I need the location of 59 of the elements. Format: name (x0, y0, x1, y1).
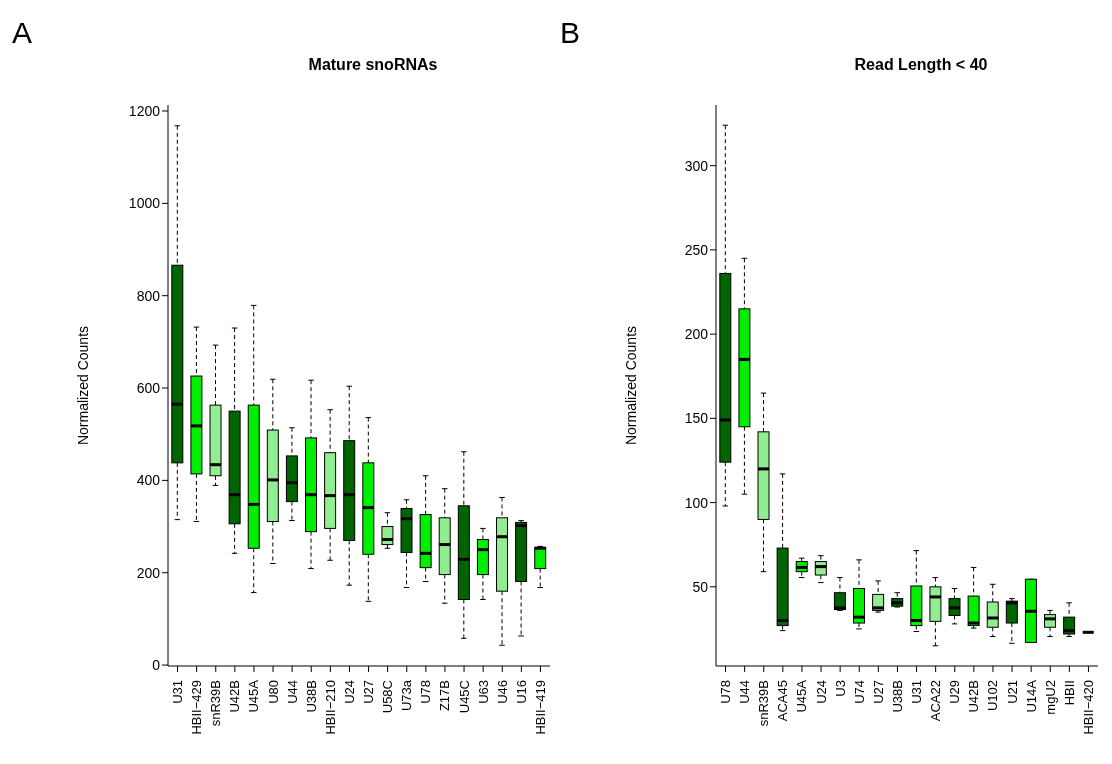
x-tick-label: snR39B (756, 680, 772, 727)
x-tick-label: ACA45 (775, 680, 791, 722)
x-tick-label: U46 (494, 680, 510, 704)
y-tick-label: 300 (684, 157, 709, 174)
x-tick-label: U58C (380, 680, 396, 714)
y-tick-label: 1200 (128, 102, 161, 119)
y-axis-title: Normalized Counts (74, 325, 91, 446)
x-tick-label: U24 (341, 680, 357, 704)
x-tick-label: U78 (418, 680, 434, 704)
y-axis-title: Normalized Counts (622, 325, 639, 446)
x-tick-label: U45A (794, 679, 810, 713)
x-tick-label: U27 (361, 680, 377, 704)
x-tick-label: U44 (737, 680, 753, 704)
x-tick-label: U27 (870, 680, 886, 704)
y-tick-label: 200 (684, 326, 709, 343)
x-tick-label: HBII−419 (532, 680, 548, 735)
chart-title: Read Length < 40 (853, 56, 989, 74)
y-tick-label: 250 (684, 241, 709, 258)
x-tick-label: Z17B (437, 680, 453, 712)
x-tick-label: HBII−429 (189, 680, 205, 735)
y-tick-label: 0 (152, 657, 161, 674)
x-tick-label: U73a (399, 679, 415, 712)
y-tick-label: 200 (136, 564, 161, 581)
x-tick-label: HBII−420 (1080, 680, 1096, 735)
x-tick-label: U45C (456, 680, 472, 714)
x-tick-label: U38B (889, 680, 905, 713)
y-tick-label: 800 (136, 287, 161, 304)
x-tick-label: U80 (265, 680, 281, 704)
y-tick-label: 600 (136, 380, 161, 397)
chart-title: Mature snoRNAs (307, 56, 439, 74)
x-tick-label: mgU2 (1042, 680, 1058, 715)
x-tick-label: U3 (832, 680, 848, 697)
x-tick-label: U74 (851, 680, 867, 704)
x-tick-label: snR39B (208, 680, 224, 727)
x-tick-label: U24 (813, 680, 829, 704)
x-tick-label: U42B (227, 680, 243, 713)
x-tick-label: U29 (947, 680, 963, 704)
x-tick-label: U31 (170, 680, 186, 704)
x-tick-label: U14A (1023, 679, 1039, 713)
x-tick-label: U45A (246, 679, 262, 713)
x-tick-label: U102 (985, 680, 1001, 712)
x-tick-label: U21 (1004, 680, 1020, 704)
x-tick-label: U78 (718, 680, 734, 704)
x-tick-label: HBII−210 (322, 680, 338, 735)
y-tick-label: 150 (684, 410, 709, 427)
x-tick-label: U16 (513, 680, 529, 704)
x-tick-label: U38B (303, 680, 319, 713)
x-tick-label: U63 (475, 680, 491, 704)
x-tick-label: U44 (284, 680, 300, 704)
x-tick-label: ACA22 (928, 680, 944, 722)
text: A (12, 16, 33, 50)
text: B (560, 16, 581, 50)
x-tick-label: U42B (966, 680, 982, 713)
y-tick-label: 100 (684, 494, 709, 511)
x-tick-label: HBII (1061, 680, 1077, 706)
y-tick-label: 400 (136, 472, 161, 489)
x-tick-label: U31 (909, 680, 925, 704)
y-tick-label: 1000 (128, 195, 161, 212)
y-tick-label: 50 (692, 578, 709, 595)
